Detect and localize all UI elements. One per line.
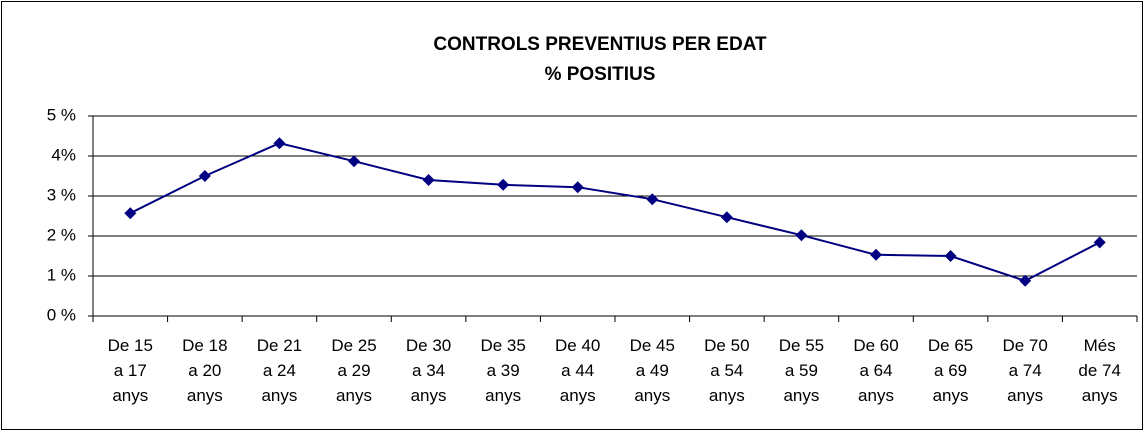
y-tick-label: 1 % bbox=[47, 265, 76, 284]
y-tick-label: 2 % bbox=[47, 225, 76, 244]
data-line bbox=[129, 142, 1101, 282]
x-tick-label: De 65 a 69 anys bbox=[927, 336, 974, 405]
x-tick-label: Més de 74 anys bbox=[1078, 336, 1121, 405]
x-tick-label: De 40 a 44 anys bbox=[555, 336, 601, 405]
data-point bbox=[646, 193, 659, 206]
x-tick-label: De 35 a 39 anys bbox=[480, 336, 526, 405]
x-tick-label: De 15 a 17 anys bbox=[107, 336, 153, 405]
x-tick-label: De 50 a 54 anys bbox=[704, 336, 750, 405]
x-tick-label: De 45 a 49 anys bbox=[629, 336, 675, 405]
x-tick-label: De 70 a 74 anys bbox=[1002, 336, 1048, 405]
x-tick-label: De 21 a 24 anys bbox=[256, 336, 303, 405]
chart-title: CONTROLS PREVENTIUS PER EDAT bbox=[433, 34, 767, 55]
y-tick-label: 3 % bbox=[47, 185, 76, 204]
y-tick-label: 4% bbox=[51, 145, 76, 164]
data-point bbox=[348, 155, 360, 168]
x-tick-label: De 60 a 64 anys bbox=[853, 336, 899, 405]
y-tick-label: 5 % bbox=[47, 105, 76, 124]
data-point bbox=[571, 181, 584, 194]
x-tick-label: De 30 a 34 anys bbox=[405, 336, 452, 405]
x-tick-label: De 18 a 20 anys bbox=[182, 336, 228, 405]
data-point bbox=[795, 229, 808, 242]
data-point bbox=[497, 178, 510, 191]
x-tick-label: De 55 a 59 anys bbox=[778, 336, 825, 405]
y-tick-label: 0 % bbox=[47, 305, 76, 324]
data-point bbox=[273, 137, 286, 150]
x-tick-label: De 25 a 29 anys bbox=[331, 336, 377, 405]
data-point bbox=[1019, 274, 1032, 287]
data-point bbox=[1093, 236, 1106, 249]
data-point bbox=[198, 170, 211, 182]
chart-subtitle: % POSITIUS bbox=[545, 64, 656, 85]
data-point bbox=[124, 207, 137, 220]
data-point bbox=[720, 211, 733, 224]
data-point bbox=[870, 248, 882, 261]
data-point bbox=[944, 250, 957, 262]
data-point bbox=[422, 174, 435, 186]
